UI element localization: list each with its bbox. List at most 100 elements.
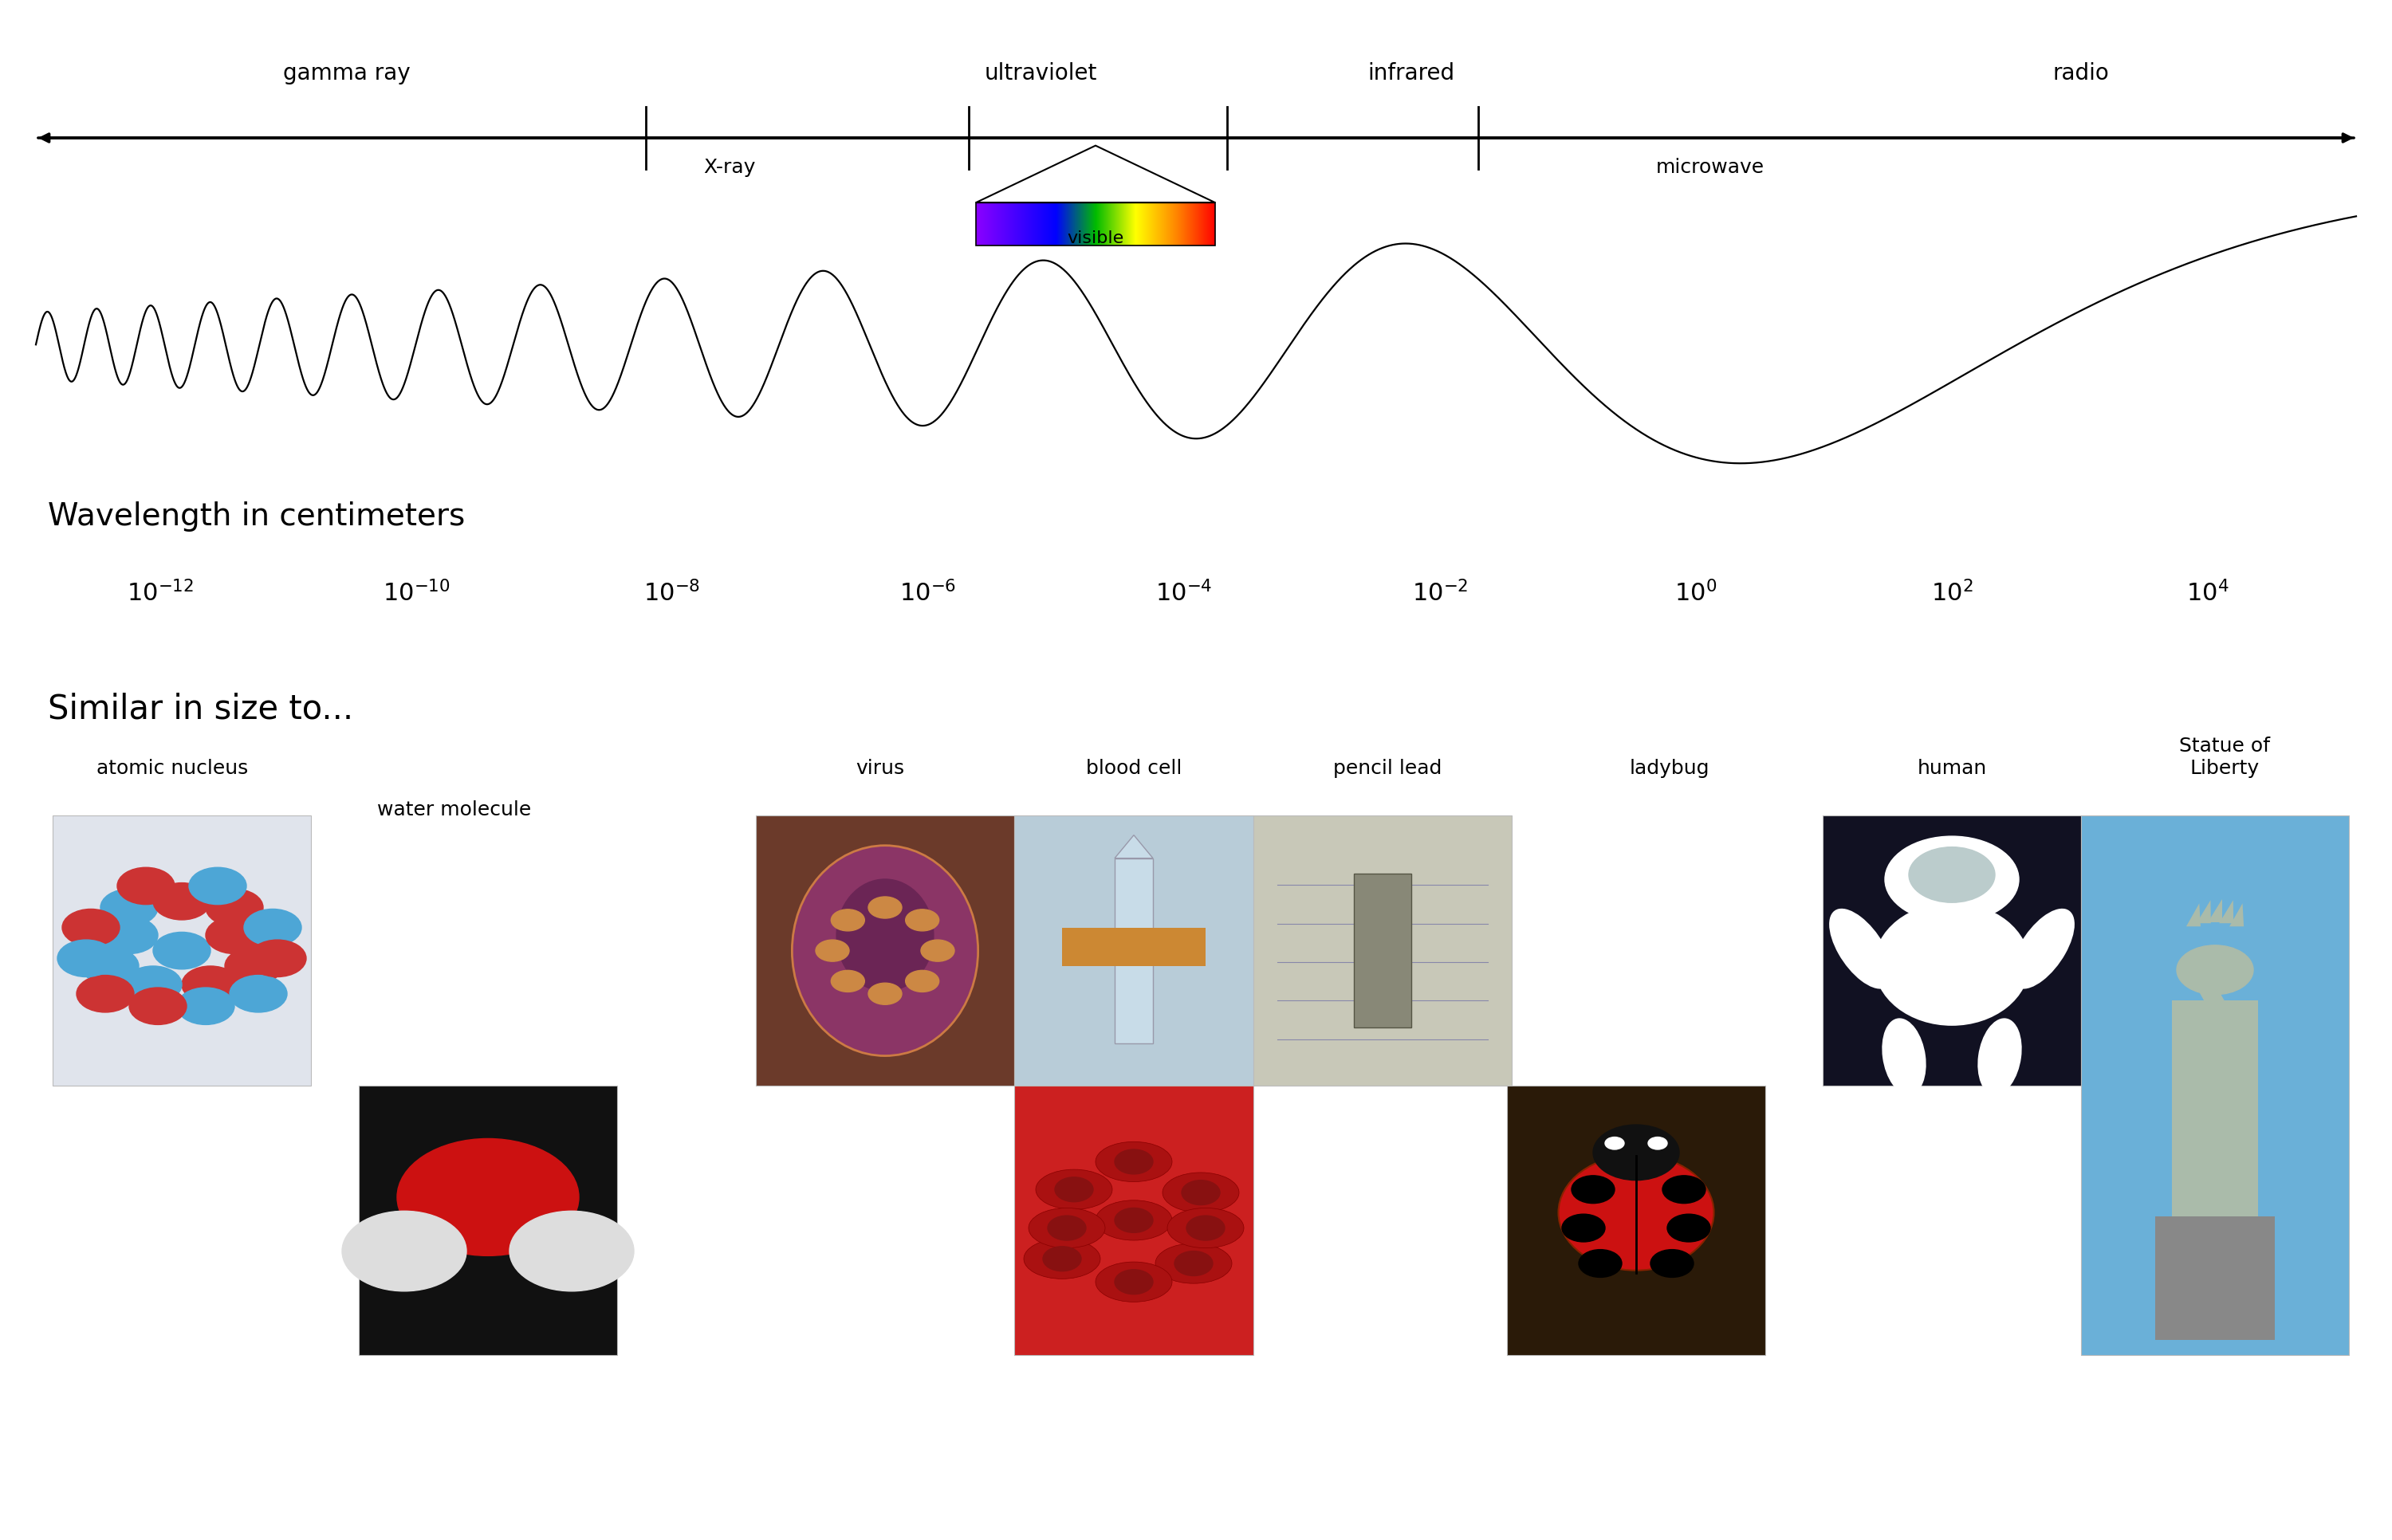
Text: visible: visible bbox=[1067, 231, 1124, 246]
Circle shape bbox=[57, 939, 115, 978]
Circle shape bbox=[830, 910, 864, 932]
Circle shape bbox=[1605, 1137, 1624, 1149]
Ellipse shape bbox=[1155, 1244, 1232, 1284]
Text: $10^{-8}$: $10^{-8}$ bbox=[643, 581, 701, 605]
Bar bbox=[1115, 859, 1153, 1044]
Circle shape bbox=[921, 939, 954, 961]
Ellipse shape bbox=[792, 845, 978, 1056]
Circle shape bbox=[1572, 1177, 1615, 1204]
Circle shape bbox=[1909, 847, 1995, 902]
Bar bbox=[756, 816, 1014, 1086]
Circle shape bbox=[397, 1140, 579, 1257]
Polygon shape bbox=[2220, 901, 2234, 924]
Circle shape bbox=[1593, 1124, 1679, 1180]
Ellipse shape bbox=[1978, 1018, 2021, 1095]
Circle shape bbox=[907, 970, 940, 992]
Circle shape bbox=[1885, 836, 2019, 922]
Bar bbox=[1823, 816, 2081, 1086]
Circle shape bbox=[1579, 1250, 1622, 1278]
Text: $10^{0}$: $10^{0}$ bbox=[1674, 581, 1717, 605]
Circle shape bbox=[1115, 1207, 1153, 1232]
Polygon shape bbox=[2229, 904, 2244, 927]
Circle shape bbox=[868, 896, 902, 918]
Circle shape bbox=[1562, 1214, 1605, 1241]
Ellipse shape bbox=[1167, 1207, 1244, 1247]
Circle shape bbox=[907, 910, 940, 932]
Circle shape bbox=[816, 939, 849, 961]
Circle shape bbox=[77, 976, 134, 1013]
Polygon shape bbox=[2208, 899, 2222, 922]
Bar bbox=[2155, 1217, 2275, 1340]
Text: ladybug: ladybug bbox=[1629, 759, 1710, 778]
Circle shape bbox=[342, 1210, 466, 1291]
Circle shape bbox=[1115, 1269, 1153, 1294]
Text: $10^{-6}$: $10^{-6}$ bbox=[899, 581, 957, 605]
Text: $10^{-10}$: $10^{-10}$ bbox=[383, 581, 450, 605]
Bar bbox=[359, 1086, 617, 1355]
Circle shape bbox=[153, 932, 210, 970]
Ellipse shape bbox=[1560, 1155, 1713, 1270]
Circle shape bbox=[868, 984, 902, 1006]
Circle shape bbox=[249, 939, 306, 978]
Text: microwave: microwave bbox=[1655, 159, 1765, 177]
Polygon shape bbox=[2186, 904, 2201, 927]
Ellipse shape bbox=[835, 879, 935, 992]
Bar bbox=[976, 203, 1215, 246]
Bar bbox=[1014, 1086, 1253, 1355]
Ellipse shape bbox=[1875, 902, 2028, 1026]
Bar bbox=[1507, 1086, 1765, 1355]
Circle shape bbox=[124, 967, 182, 1004]
Circle shape bbox=[129, 989, 187, 1026]
Circle shape bbox=[100, 889, 158, 927]
Text: human: human bbox=[1916, 759, 1988, 778]
Ellipse shape bbox=[1830, 909, 1892, 989]
Circle shape bbox=[117, 869, 175, 906]
Ellipse shape bbox=[1096, 1143, 1172, 1183]
Circle shape bbox=[153, 884, 210, 921]
Bar bbox=[2182, 956, 2258, 1063]
Circle shape bbox=[225, 949, 282, 986]
Circle shape bbox=[1043, 1247, 1081, 1272]
Ellipse shape bbox=[1163, 1173, 1239, 1214]
Text: virus: virus bbox=[856, 759, 904, 778]
Circle shape bbox=[177, 989, 234, 1026]
Text: radio: radio bbox=[2052, 63, 2110, 85]
Bar bbox=[1253, 816, 1512, 1086]
Bar bbox=[53, 816, 311, 1086]
Circle shape bbox=[2177, 946, 2253, 995]
Circle shape bbox=[1186, 1217, 1225, 1241]
Circle shape bbox=[1174, 1250, 1213, 1275]
Ellipse shape bbox=[1096, 1201, 1172, 1241]
Text: infrared: infrared bbox=[1368, 63, 1454, 85]
Circle shape bbox=[206, 916, 263, 953]
Circle shape bbox=[206, 889, 263, 927]
Bar bbox=[2081, 816, 2349, 1355]
Ellipse shape bbox=[2012, 909, 2074, 989]
Circle shape bbox=[81, 949, 139, 986]
Circle shape bbox=[1667, 1214, 1710, 1241]
Circle shape bbox=[1115, 1149, 1153, 1173]
Circle shape bbox=[100, 916, 158, 953]
Text: $10^{-12}$: $10^{-12}$ bbox=[127, 581, 194, 605]
Ellipse shape bbox=[1883, 1018, 1926, 1095]
Text: pencil lead: pencil lead bbox=[1332, 759, 1442, 778]
Ellipse shape bbox=[1096, 1263, 1172, 1303]
Circle shape bbox=[1648, 1137, 1667, 1149]
Text: gamma ray: gamma ray bbox=[282, 63, 411, 85]
Circle shape bbox=[1048, 1217, 1086, 1241]
Circle shape bbox=[244, 909, 301, 946]
Circle shape bbox=[62, 909, 120, 946]
Circle shape bbox=[1650, 1250, 1694, 1278]
Ellipse shape bbox=[1029, 1207, 1105, 1247]
Text: ultraviolet: ultraviolet bbox=[983, 63, 1098, 85]
Ellipse shape bbox=[1036, 1170, 1112, 1210]
Text: $10^{-4}$: $10^{-4}$ bbox=[1155, 581, 1213, 605]
Circle shape bbox=[1182, 1180, 1220, 1206]
Text: $10^{4}$: $10^{4}$ bbox=[2186, 581, 2229, 605]
Text: Similar in size to...: Similar in size to... bbox=[48, 691, 354, 725]
Text: $10^{2}$: $10^{2}$ bbox=[1930, 581, 1973, 605]
Circle shape bbox=[182, 967, 239, 1004]
Circle shape bbox=[830, 970, 864, 992]
Bar bbox=[2172, 1001, 2258, 1217]
Polygon shape bbox=[1115, 835, 1153, 859]
